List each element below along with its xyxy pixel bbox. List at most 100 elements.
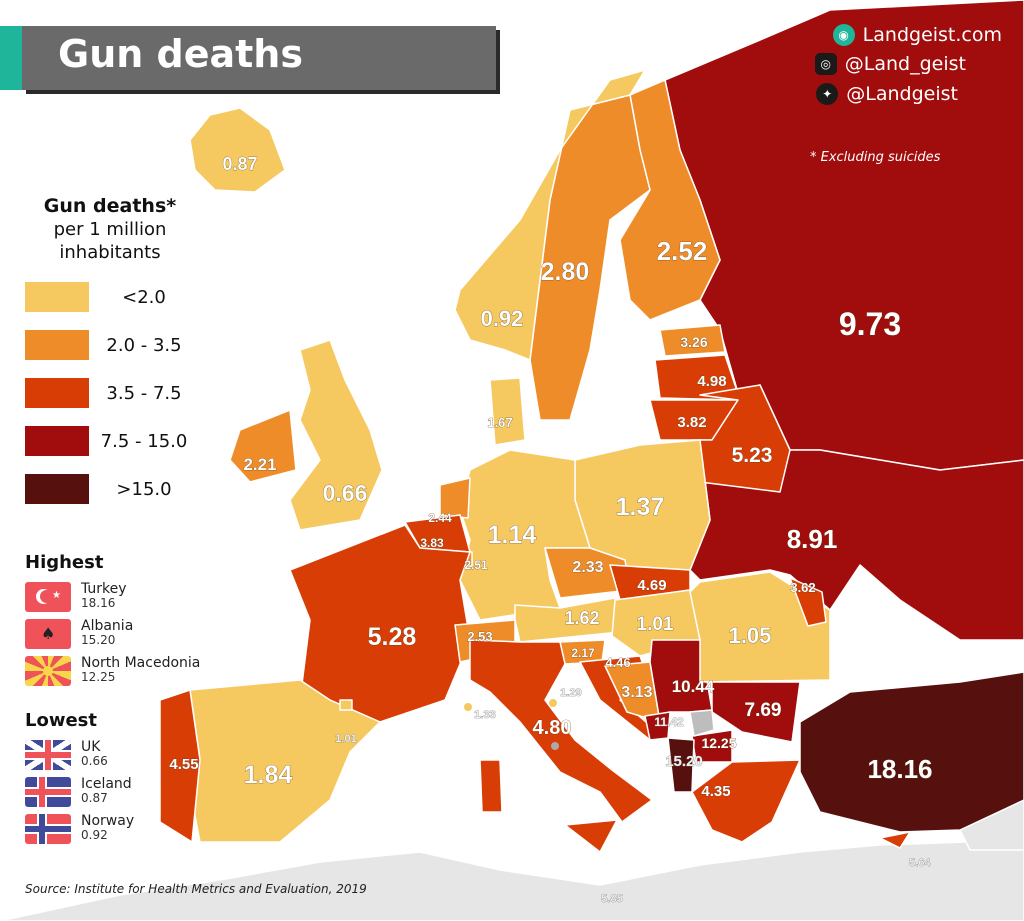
uk-flag [25, 740, 71, 770]
value-label-netherlands: 2.44 [428, 511, 452, 525]
value-label-san-marino: 1.29 [560, 687, 581, 699]
value-label-greece: 4.35 [701, 783, 730, 800]
legend-label: 3.5 - 7.5 [106, 382, 182, 404]
value-label-belgium: 3.83 [420, 536, 444, 550]
country-ireland [229, 409, 297, 483]
value-label-norway: 0.92 [481, 306, 524, 331]
value-label-italy: 4.80 [533, 717, 572, 739]
highest-item: North Macedonia 12.25 [25, 656, 200, 686]
country-romania [689, 571, 831, 683]
lowest-heading: Lowest [25, 710, 97, 731]
country-value: 18.16 [81, 596, 116, 610]
value-label-ireland: 2.21 [243, 455, 276, 474]
value-label-monaco: 1.33 [474, 709, 495, 721]
value-label-slovakia: 4.69 [637, 577, 666, 594]
country-name: Turkey [81, 581, 127, 597]
legend-subtitle-1: per 1 million [53, 219, 167, 240]
legend-item: 2.0 - 3.5 [25, 330, 199, 360]
value-label-bulgaria: 7.69 [745, 700, 782, 721]
legend-swatch [25, 330, 89, 360]
country-moldova [789, 577, 827, 627]
source-note: Source: Institute for Health Metrics and… [25, 882, 367, 896]
legend-subtitle-2: inhabitants [59, 242, 161, 263]
microstate-marker [549, 699, 557, 707]
value-label-finland: 2.52 [657, 236, 708, 266]
value-label-lithuania: 3.82 [677, 414, 706, 431]
lowest-item: UK 0.66 [25, 740, 108, 770]
brand-site: ◉ Landgeist.com [832, 24, 1002, 46]
value-label-iceland: 0.87 [222, 154, 257, 174]
value-label-montenegro: 11.42 [654, 715, 684, 729]
country-name: Norway [81, 813, 135, 829]
instagram-icon: ◎ [814, 53, 837, 75]
lowest-item: Norway 0.92 [25, 814, 134, 844]
africa-landmass [0, 839, 1024, 921]
brand-twitter: ✦ @Landgeist [816, 83, 958, 105]
value-label-cyprus: 5.64 [909, 857, 931, 869]
twitter-text: @Landgeist [846, 83, 958, 105]
value-label-luxembourg: 2.51 [464, 558, 488, 572]
value-label-serbia: 10.44 [672, 677, 715, 696]
value-label-albania: 15.20 [665, 753, 703, 770]
legend-item: 7.5 - 15.0 [25, 426, 199, 456]
value-label-austria: 1.62 [564, 608, 599, 628]
legend-item: >15.0 [25, 474, 199, 504]
value-label-ukraine: 8.91 [787, 524, 838, 554]
microstate-marker [464, 703, 472, 711]
albania-flag: ♠ [25, 619, 71, 649]
value-label-russia: 9.73 [839, 306, 901, 342]
highest-item: ★ Turkey 18.16 [25, 582, 127, 612]
iceland-flag [25, 777, 71, 807]
legend-swatch [25, 474, 89, 504]
legend-label: <2.0 [122, 286, 166, 308]
value-label-hungary: 1.01 [637, 614, 674, 635]
value-label-portugal: 4.55 [169, 756, 198, 773]
country-value: 15.20 [81, 633, 116, 647]
country-value: 0.66 [81, 754, 108, 768]
footnote: * Excluding suicides [810, 150, 941, 165]
country-value: 12.25 [81, 670, 116, 684]
legend-label: 7.5 - 15.0 [100, 430, 188, 452]
value-label-czechia: 2.33 [572, 559, 603, 576]
legend-heading: Gun deaths* [43, 195, 177, 217]
legend-title: Gun deaths* per 1 million inhabitants [40, 195, 180, 264]
value-label-poland: 1.37 [616, 493, 665, 521]
value-label-switzerland: 2.53 [467, 629, 492, 644]
value-label-uk: 0.66 [323, 480, 368, 506]
value-label-sweden: 2.80 [541, 258, 590, 286]
value-label-malta: 5.85 [601, 893, 622, 905]
country-kosovo [689, 709, 715, 737]
country-name: Albania [81, 618, 134, 634]
north-macedonia-flag [25, 656, 71, 686]
legend-swatch [25, 426, 89, 456]
value-label-spain: 1.84 [244, 761, 293, 789]
instagram-text: @Land_geist [844, 53, 966, 75]
country-cyprus [879, 831, 911, 849]
highest-heading: Highest [25, 552, 104, 573]
value-label-denmark: 1.67 [487, 415, 512, 430]
globe-icon: ◉ [832, 24, 855, 46]
country-portugal [159, 689, 201, 843]
twitter-icon: ✦ [816, 83, 839, 105]
value-label-romania: 1.05 [729, 623, 772, 648]
country-name: North Macedonia [81, 655, 201, 671]
legend-label: >15.0 [116, 478, 172, 500]
value-label-bosnia: 3.13 [621, 684, 652, 701]
title-accent [0, 26, 22, 90]
value-label-latvia: 4.98 [697, 373, 726, 390]
country-sicily [564, 819, 618, 853]
norway-flag [25, 814, 71, 844]
country-value: 0.87 [81, 791, 108, 805]
highest-item: ♠ Albania 15.20 [25, 619, 133, 649]
country-norway [454, 69, 646, 361]
country-andorra [339, 699, 353, 711]
lowest-item: Iceland 0.87 [25, 777, 132, 807]
legend-item: <2.0 [25, 282, 199, 312]
brand-instagram: ◎ @Land_geist [814, 53, 966, 75]
country-sardinia [479, 759, 503, 813]
site-text: Landgeist.com [862, 24, 1002, 46]
title-bar [22, 26, 496, 90]
country-italy [469, 639, 653, 823]
legend-swatch [25, 282, 89, 312]
